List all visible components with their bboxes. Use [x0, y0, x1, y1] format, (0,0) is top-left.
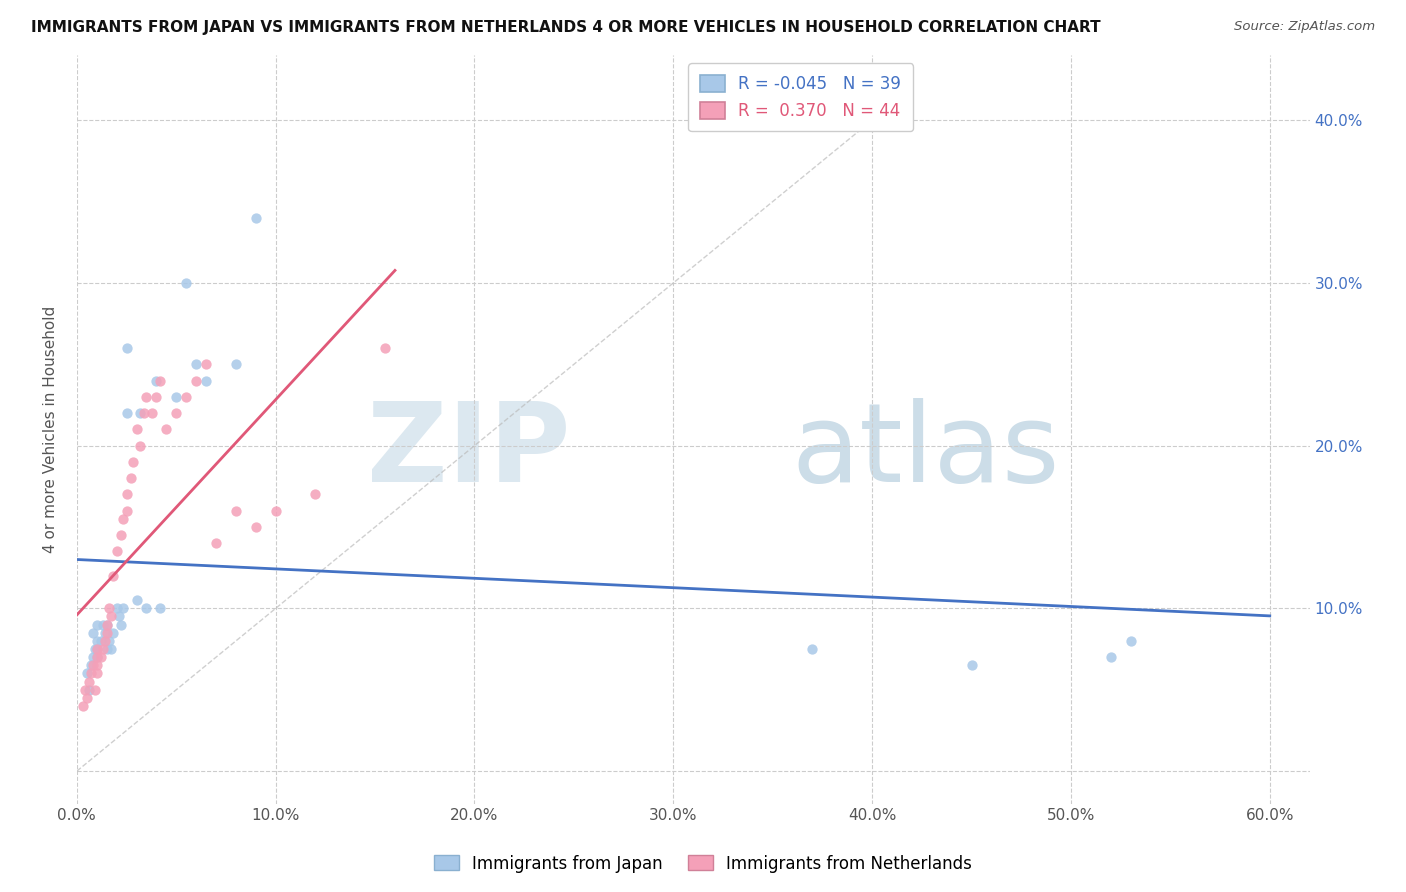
Point	[111, 601, 134, 615]
Point	[205, 536, 228, 550]
Point	[97, 634, 120, 648]
Point	[135, 601, 157, 615]
Point	[90, 650, 112, 665]
Point	[264, 504, 287, 518]
Point	[97, 601, 120, 615]
Point	[96, 642, 118, 657]
Point	[145, 390, 167, 404]
Point	[125, 593, 148, 607]
Point	[86, 658, 108, 673]
Point	[174, 390, 197, 404]
Point	[155, 422, 177, 436]
Point	[110, 528, 132, 542]
Point	[82, 658, 104, 673]
Point	[174, 276, 197, 290]
Point	[83, 682, 105, 697]
Point	[801, 642, 824, 657]
Point	[72, 698, 94, 713]
Point	[245, 520, 267, 534]
Point	[100, 642, 122, 657]
Point	[107, 609, 129, 624]
Point	[73, 682, 96, 697]
Point	[83, 642, 105, 657]
Legend: Immigrants from Japan, Immigrants from Netherlands: Immigrants from Japan, Immigrants from N…	[427, 848, 979, 880]
Point	[134, 406, 156, 420]
Point	[77, 674, 100, 689]
Point	[111, 512, 134, 526]
Point	[105, 601, 128, 615]
Point	[149, 374, 172, 388]
Point	[960, 658, 983, 673]
Point	[105, 544, 128, 558]
Point	[96, 617, 118, 632]
Point	[135, 390, 157, 404]
Point	[374, 341, 396, 355]
Point	[141, 406, 163, 420]
Point	[91, 642, 114, 657]
Point	[80, 658, 103, 673]
Point	[195, 357, 218, 371]
Point	[125, 422, 148, 436]
Point	[86, 650, 108, 665]
Point	[129, 406, 152, 420]
Point	[86, 642, 108, 657]
Point	[90, 634, 112, 648]
Point	[82, 650, 104, 665]
Point	[165, 406, 187, 420]
Point	[86, 642, 108, 657]
Point	[225, 504, 247, 518]
Point	[86, 634, 108, 648]
Point	[101, 569, 124, 583]
Point	[86, 617, 108, 632]
Point	[93, 625, 115, 640]
Point	[1099, 650, 1122, 665]
Point	[76, 690, 98, 705]
Point	[76, 666, 98, 681]
Point	[77, 682, 100, 697]
Point	[225, 357, 247, 371]
Point	[96, 625, 118, 640]
Text: atlas: atlas	[792, 399, 1060, 506]
Point	[165, 390, 187, 404]
Point	[186, 357, 208, 371]
Point	[80, 666, 103, 681]
Point	[82, 625, 104, 640]
Point	[245, 211, 267, 225]
Point	[101, 625, 124, 640]
Point	[100, 609, 122, 624]
Point	[115, 406, 138, 420]
Text: IMMIGRANTS FROM JAPAN VS IMMIGRANTS FROM NETHERLANDS 4 OR MORE VEHICLES IN HOUSE: IMMIGRANTS FROM JAPAN VS IMMIGRANTS FROM…	[31, 20, 1101, 35]
Point	[121, 455, 143, 469]
Point	[86, 650, 108, 665]
Point	[96, 617, 118, 632]
Text: Source: ZipAtlas.com: Source: ZipAtlas.com	[1234, 20, 1375, 33]
Point	[110, 617, 132, 632]
Legend: R = -0.045   N = 39, R =  0.370   N = 44: R = -0.045 N = 39, R = 0.370 N = 44	[689, 63, 912, 131]
Point	[1119, 634, 1142, 648]
Point	[115, 504, 138, 518]
Point	[93, 634, 115, 648]
Point	[129, 439, 152, 453]
Point	[186, 374, 208, 388]
Point	[120, 471, 142, 485]
Point	[149, 601, 172, 615]
Point	[145, 374, 167, 388]
Point	[304, 487, 326, 501]
Y-axis label: 4 or more Vehicles in Household: 4 or more Vehicles in Household	[44, 306, 58, 553]
Point	[115, 487, 138, 501]
Point	[91, 617, 114, 632]
Point	[86, 666, 108, 681]
Point	[115, 341, 138, 355]
Text: ZIP: ZIP	[367, 399, 569, 506]
Point	[195, 374, 218, 388]
